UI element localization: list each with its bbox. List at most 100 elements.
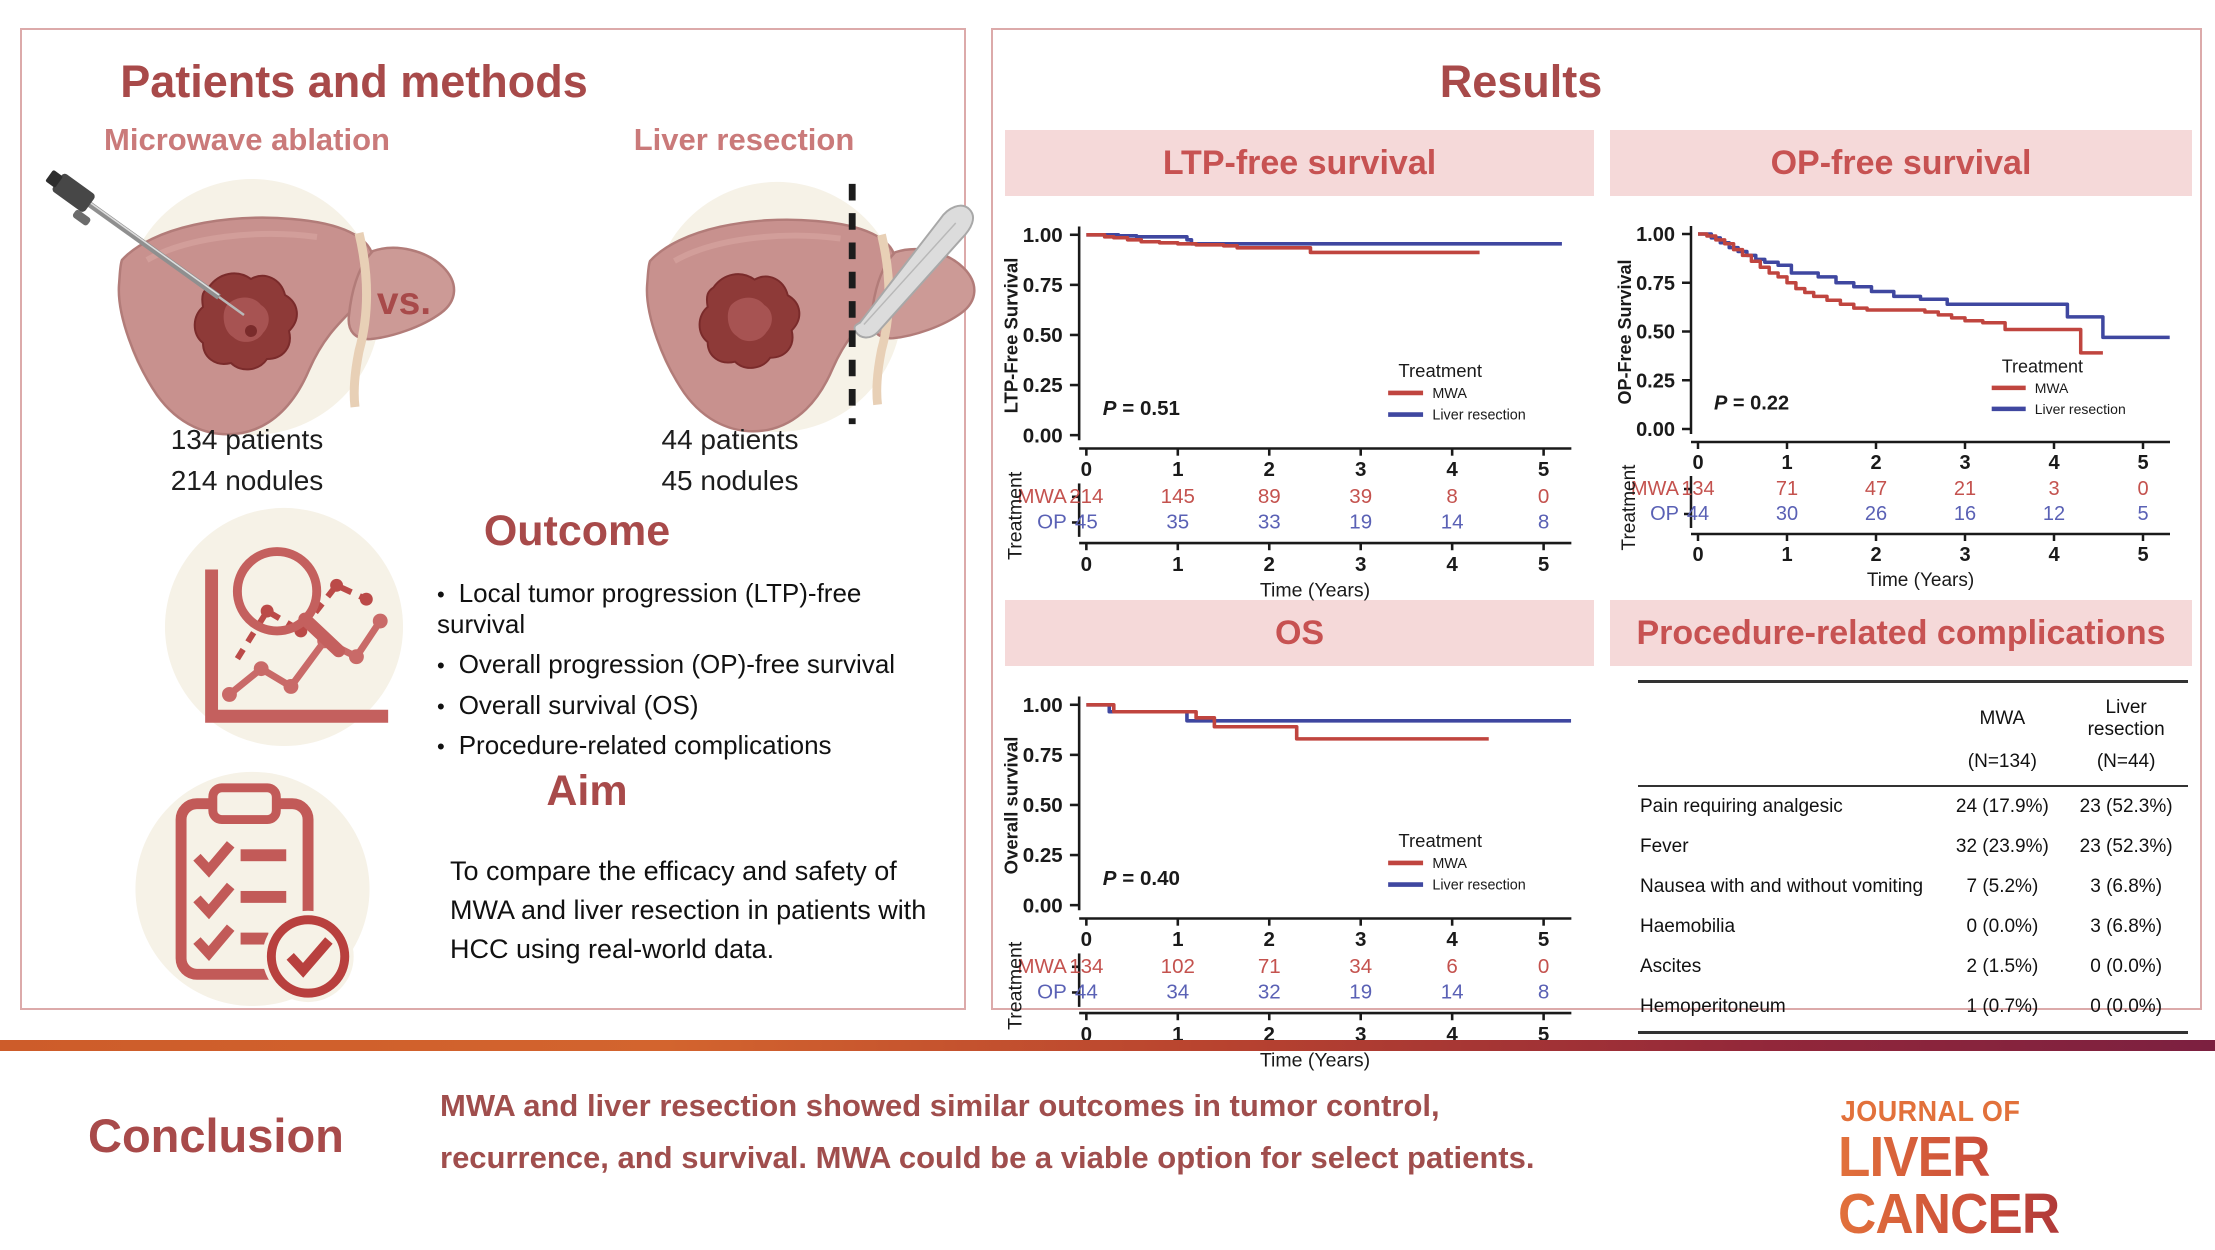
mwa-patients-count: 134 patients bbox=[170, 424, 324, 455]
svg-text:12: 12 bbox=[2043, 503, 2065, 525]
mwa-nodules-count: 214 nodules bbox=[170, 464, 324, 496]
svg-text:0: 0 bbox=[1692, 544, 1703, 566]
svg-text:Treatment: Treatment bbox=[1005, 471, 1027, 560]
svg-text:Treatment: Treatment bbox=[1005, 941, 1027, 1030]
ltp-survival-header: LTP-free survival bbox=[1005, 130, 1594, 196]
svg-text:3: 3 bbox=[2048, 478, 2059, 500]
svg-text:Time (Years): Time (Years) bbox=[1260, 1049, 1370, 1071]
svg-text:Liver resection: Liver resection bbox=[2035, 401, 2126, 417]
logo-line-liver-cancer: LIVER CANCER bbox=[1838, 1129, 2189, 1243]
complications-table: MWA Liver resection (N=134) (N=44) Pain requ… bbox=[1638, 680, 2188, 1034]
mwa-liver-illustration bbox=[45, 170, 456, 436]
outcome-bullet: Local tumor progression (LTP)-free survi… bbox=[437, 578, 937, 640]
svg-text:0.50: 0.50 bbox=[1023, 794, 1063, 817]
svg-text:71: 71 bbox=[1776, 478, 1798, 500]
svg-text:0.00: 0.00 bbox=[1023, 424, 1063, 447]
svg-text:2: 2 bbox=[1264, 458, 1275, 481]
svg-text:8: 8 bbox=[1538, 981, 1549, 1004]
svg-text:5: 5 bbox=[2137, 544, 2148, 566]
conclusion-text: MWA and liver resection showed similar o… bbox=[440, 1080, 1800, 1184]
outcome-bullet: Overall progression (OP)-free survival bbox=[437, 649, 937, 680]
vs-label: vs. bbox=[376, 280, 432, 323]
svg-text:0.75: 0.75 bbox=[1023, 744, 1063, 767]
aim-title: Aim bbox=[546, 767, 628, 815]
overall-survival-chart: 1.00 0.75 0.50 0.25 0.00 Overall survival P = … bbox=[999, 676, 1595, 1077]
svg-text:5: 5 bbox=[1538, 928, 1549, 951]
svg-text:47: 47 bbox=[1865, 478, 1887, 500]
svg-text:3: 3 bbox=[1355, 928, 1366, 951]
svg-text:0: 0 bbox=[1081, 1023, 1092, 1046]
svg-text:45: 45 bbox=[1075, 511, 1098, 534]
svg-text:1: 1 bbox=[1781, 452, 1792, 474]
journal-liver-cancer-logo: JOURNAL OF LIVER CANCER bbox=[1838, 1096, 2189, 1243]
complications-header: Procedure-related complications bbox=[1610, 600, 2192, 666]
svg-text:0.25: 0.25 bbox=[1636, 370, 1675, 392]
svg-text:19: 19 bbox=[1349, 511, 1372, 534]
svg-text:3: 3 bbox=[1355, 553, 1366, 576]
svg-text:0: 0 bbox=[2137, 478, 2148, 500]
outcome-bullet-text: Overall progression (OP)-free survival bbox=[458, 649, 896, 680]
svg-text:3: 3 bbox=[1355, 1023, 1366, 1046]
svg-text:21: 21 bbox=[1954, 478, 1976, 500]
aim-clipboard-icon bbox=[135, 771, 370, 1007]
svg-text:P = 0.22: P = 0.22 bbox=[1714, 393, 1789, 415]
svg-text:3: 3 bbox=[1959, 544, 1970, 566]
mwa-label: Microwave ablation bbox=[104, 122, 390, 157]
complication-row: Ascites 2 (1.5%) 0 (0.0%) bbox=[1640, 956, 2163, 977]
patients-methods-title: Patients and methods bbox=[120, 56, 588, 107]
svg-text:OP: OP bbox=[1037, 981, 1067, 1004]
svg-text:0.00: 0.00 bbox=[1636, 419, 1675, 441]
outcome-title: Outcome bbox=[483, 507, 671, 555]
svg-text:2: 2 bbox=[1870, 452, 1881, 474]
svg-text:44: 44 bbox=[1687, 503, 1709, 525]
svg-text:71: 71 bbox=[1258, 955, 1281, 978]
complication-row: Fever 32 (23.9%) 23 (52.3%) bbox=[1640, 836, 2173, 857]
resection-counts: 44 patients 45 nodules bbox=[570, 420, 890, 501]
svg-text:0.75: 0.75 bbox=[1636, 273, 1675, 295]
svg-text:MWA: MWA bbox=[1432, 386, 1467, 402]
resection-patients-count: 44 patients bbox=[661, 424, 799, 455]
svg-text:26: 26 bbox=[1865, 503, 1887, 525]
complication-row: Nausea with and without vomiting 7 (5.2%)… bbox=[1640, 876, 2163, 897]
svg-text:0.25: 0.25 bbox=[1023, 844, 1063, 867]
svg-text:16: 16 bbox=[1954, 503, 1976, 525]
os-header-text: OS bbox=[1274, 614, 1325, 652]
svg-text:8: 8 bbox=[1538, 511, 1549, 534]
svg-text:0.00: 0.00 bbox=[1023, 894, 1063, 917]
svg-text:1: 1 bbox=[1172, 1023, 1183, 1046]
complications-table-grid: MWA Liver resection (N=134) (N=44) Pain requ… bbox=[1638, 680, 2188, 1034]
svg-text:Treatment: Treatment bbox=[2002, 356, 2083, 376]
outcome-bullet: Procedure-related complications bbox=[437, 730, 937, 761]
complications-header-text: Procedure-related complications bbox=[1636, 614, 2166, 652]
svg-text:0.75: 0.75 bbox=[1023, 274, 1063, 297]
svg-text:OP: OP bbox=[1650, 503, 1679, 525]
outcome-bullet-text: Local tumor progression (LTP)-free survi… bbox=[437, 578, 862, 640]
svg-text:0: 0 bbox=[1692, 452, 1703, 474]
outcome-bullet-list: Local tumor progression (LTP)-free survi… bbox=[437, 578, 937, 770]
check-circle-icon bbox=[266, 915, 350, 998]
svg-text:MWA: MWA bbox=[2035, 380, 2069, 396]
svg-text:0: 0 bbox=[1538, 485, 1549, 508]
scalpel-icon bbox=[853, 204, 974, 339]
svg-text:Liver resection: Liver resection bbox=[1432, 408, 1525, 424]
outcome-chart-magnifier-icon bbox=[164, 507, 404, 747]
op-survival-header: OP-free survival bbox=[1610, 130, 2192, 196]
resection-nodules-count: 45 nodules bbox=[661, 464, 799, 496]
svg-text:1: 1 bbox=[1172, 553, 1183, 576]
svg-text:OP: OP bbox=[1037, 511, 1067, 534]
svg-text:1: 1 bbox=[1172, 458, 1183, 481]
svg-text:5: 5 bbox=[1538, 458, 1549, 481]
svg-text:89: 89 bbox=[1258, 485, 1281, 508]
svg-text:102: 102 bbox=[1161, 955, 1195, 978]
op-survival-header-text: OP-free survival bbox=[1770, 144, 2032, 182]
svg-text:4: 4 bbox=[1446, 458, 1458, 481]
op-free-survival-chart: 1.00 0.75 0.50 0.25 0.00 OP-Free Survival P = … bbox=[1613, 206, 2193, 596]
complication-row: Haemobilia 0 (0.0%) 3 (6.8%) bbox=[1640, 916, 2163, 937]
svg-text:Time (Years): Time (Years) bbox=[1260, 579, 1370, 601]
aim-text: To compare the efficacy and safety of MW… bbox=[450, 856, 927, 965]
outcome-bullet-text: Overall survival (OS) bbox=[458, 689, 699, 720]
svg-text:1.00: 1.00 bbox=[1023, 224, 1063, 247]
svg-text:1.00: 1.00 bbox=[1023, 694, 1063, 717]
svg-text:MWA: MWA bbox=[1017, 485, 1067, 508]
svg-text:0: 0 bbox=[1538, 955, 1549, 978]
